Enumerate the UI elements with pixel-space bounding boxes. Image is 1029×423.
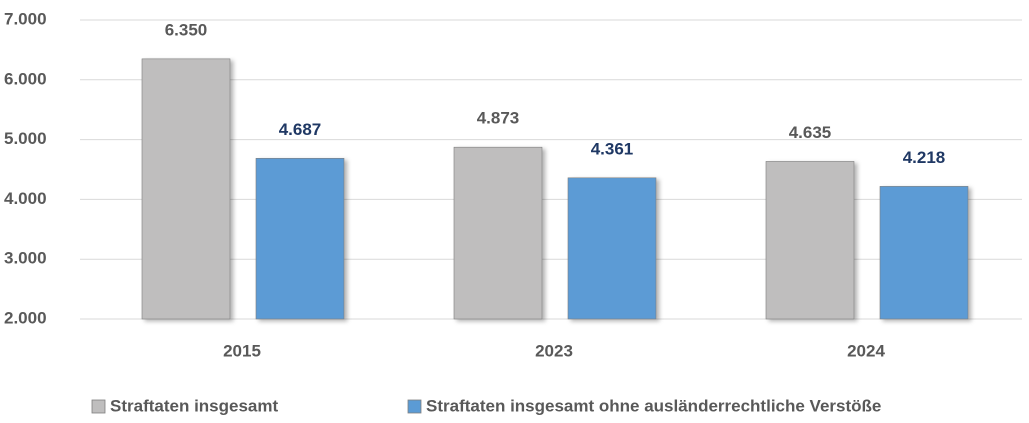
y-tick-label: 7.000 [4, 9, 47, 28]
legend-label: Straftaten insgesamt ohne ausländerrecht… [426, 396, 881, 415]
y-tick-label: 3.000 [4, 249, 47, 268]
y-tick-label: 2.000 [4, 308, 47, 327]
value-label: 4.635 [789, 123, 832, 142]
y-tick-label: 6.000 [4, 69, 47, 88]
y-tick-label: 4.000 [4, 189, 47, 208]
value-label: 4.687 [279, 120, 322, 139]
bar [453, 146, 543, 320]
y-tick-label: 5.000 [4, 129, 47, 148]
value-label: 4.873 [477, 109, 520, 128]
x-tick-label: 2015 [223, 341, 261, 360]
value-label: 4.361 [591, 139, 634, 158]
bar [255, 158, 345, 320]
bar [141, 58, 231, 320]
bar [879, 186, 969, 320]
value-label: 4.218 [903, 148, 946, 167]
x-tick-label: 2024 [847, 341, 885, 360]
value-label: 6.350 [165, 20, 208, 39]
x-tick-label: 2023 [535, 341, 573, 360]
bar [765, 161, 855, 320]
bar [567, 177, 657, 320]
legend-swatch [91, 399, 106, 414]
legend-label: Straftaten insgesamt [110, 396, 278, 415]
legend-swatch [407, 399, 422, 414]
